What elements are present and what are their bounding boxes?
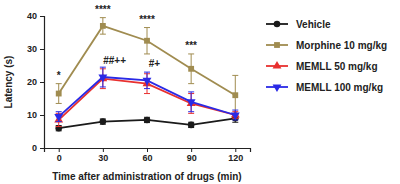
tick: 0 [32, 143, 44, 153]
tick-mark [40, 16, 44, 17]
marker [100, 23, 106, 29]
tick-mark [40, 82, 44, 83]
marker [187, 99, 196, 107]
annotation: *** [185, 40, 197, 51]
series [54, 67, 239, 122]
series [56, 18, 239, 115]
marker [56, 91, 62, 97]
legend-item: Morphine 10 mg/kg [266, 40, 387, 51]
tick-label: 120 [228, 153, 243, 163]
axis-line [45, 149, 251, 153]
tick-label: 0 [57, 153, 62, 163]
tick: 30 [27, 44, 44, 54]
annotation: #+ [149, 58, 161, 69]
marker [54, 115, 63, 123]
tick-mark [103, 148, 104, 152]
error-bar [188, 54, 194, 84]
error-bar [100, 119, 106, 124]
series-line [59, 26, 236, 95]
series [54, 69, 239, 127]
tick: 0 [57, 148, 62, 163]
error-bar [144, 28, 150, 54]
marker [188, 122, 195, 129]
legend-marker [274, 21, 281, 28]
series-line [59, 77, 236, 117]
tick-label: 0 [32, 143, 37, 153]
marker [54, 114, 63, 122]
marker [144, 38, 150, 44]
tick-label: 40 [27, 11, 37, 21]
y-axis: 0 10 20 30 40 [27, 11, 45, 153]
marker [188, 66, 194, 72]
marker [231, 112, 240, 120]
x-axis: 0 30 60 90 120 [45, 148, 251, 163]
tick-mark [191, 148, 192, 152]
tick-label: 20 [27, 77, 37, 87]
annotations: ************##++#+ [57, 4, 197, 81]
tick-mark [235, 148, 236, 152]
error-bar [232, 75, 238, 115]
error-bar [144, 117, 150, 122]
legend-label: Vehicle [296, 19, 331, 30]
tick-mark [40, 115, 44, 116]
annotation: **** [139, 14, 155, 25]
legend-label: Morphine 10 mg/kg [296, 40, 387, 51]
marker [98, 74, 107, 82]
error-bar [56, 84, 62, 104]
marker [100, 118, 107, 125]
tick-label: 30 [98, 153, 108, 163]
legend-marker [273, 84, 282, 92]
tick-label: 30 [27, 44, 37, 54]
marker [144, 117, 151, 124]
legend-marker [274, 42, 280, 48]
tick: 30 [98, 148, 108, 163]
tick-mark [40, 148, 44, 149]
tick: 10 [27, 110, 44, 120]
marker [143, 78, 152, 86]
annotation: **** [95, 4, 111, 15]
tick-label: 60 [142, 153, 152, 163]
tick-mark [40, 49, 44, 50]
tick: 90 [187, 148, 197, 163]
tick: 120 [228, 148, 243, 163]
x-axis-title: Time after administration of drugs (min) [52, 171, 241, 182]
legend-item: MEMLL 50 mg/kg [266, 61, 378, 72]
tick-label: 10 [27, 110, 37, 120]
tick-mark [147, 148, 148, 152]
tick: 60 [142, 148, 152, 163]
tick-mark [59, 148, 60, 152]
annotation: ##++ [103, 55, 126, 66]
marks [54, 18, 239, 132]
series [55, 114, 238, 131]
marker [232, 92, 238, 98]
tick-label: 90 [187, 153, 197, 163]
annotation: * [57, 70, 61, 81]
legend-label: MEMLL 50 mg/kg [296, 61, 378, 72]
chart: 0306090120010203040************##++#+Tim… [0, 0, 400, 184]
series-line [59, 79, 236, 120]
error-bar [188, 122, 194, 127]
tick: 40 [27, 11, 44, 21]
axis-line [40, 17, 45, 149]
legend-label: MEMLL 100 mg/kg [296, 82, 383, 93]
legend: Vehicle Morphine 10 mg/kg MEMLL 50 mg/kg ME… [266, 19, 387, 93]
legend-item: Vehicle [266, 19, 331, 30]
legend-marker [273, 61, 282, 69]
error-bar [100, 18, 106, 35]
tick: 20 [27, 77, 44, 87]
plot: 0306090120010203040************##++#+ [27, 4, 251, 164]
y-axis-title: Latency (s) [3, 56, 14, 109]
legend-item: MEMLL 100 mg/kg [266, 82, 383, 93]
